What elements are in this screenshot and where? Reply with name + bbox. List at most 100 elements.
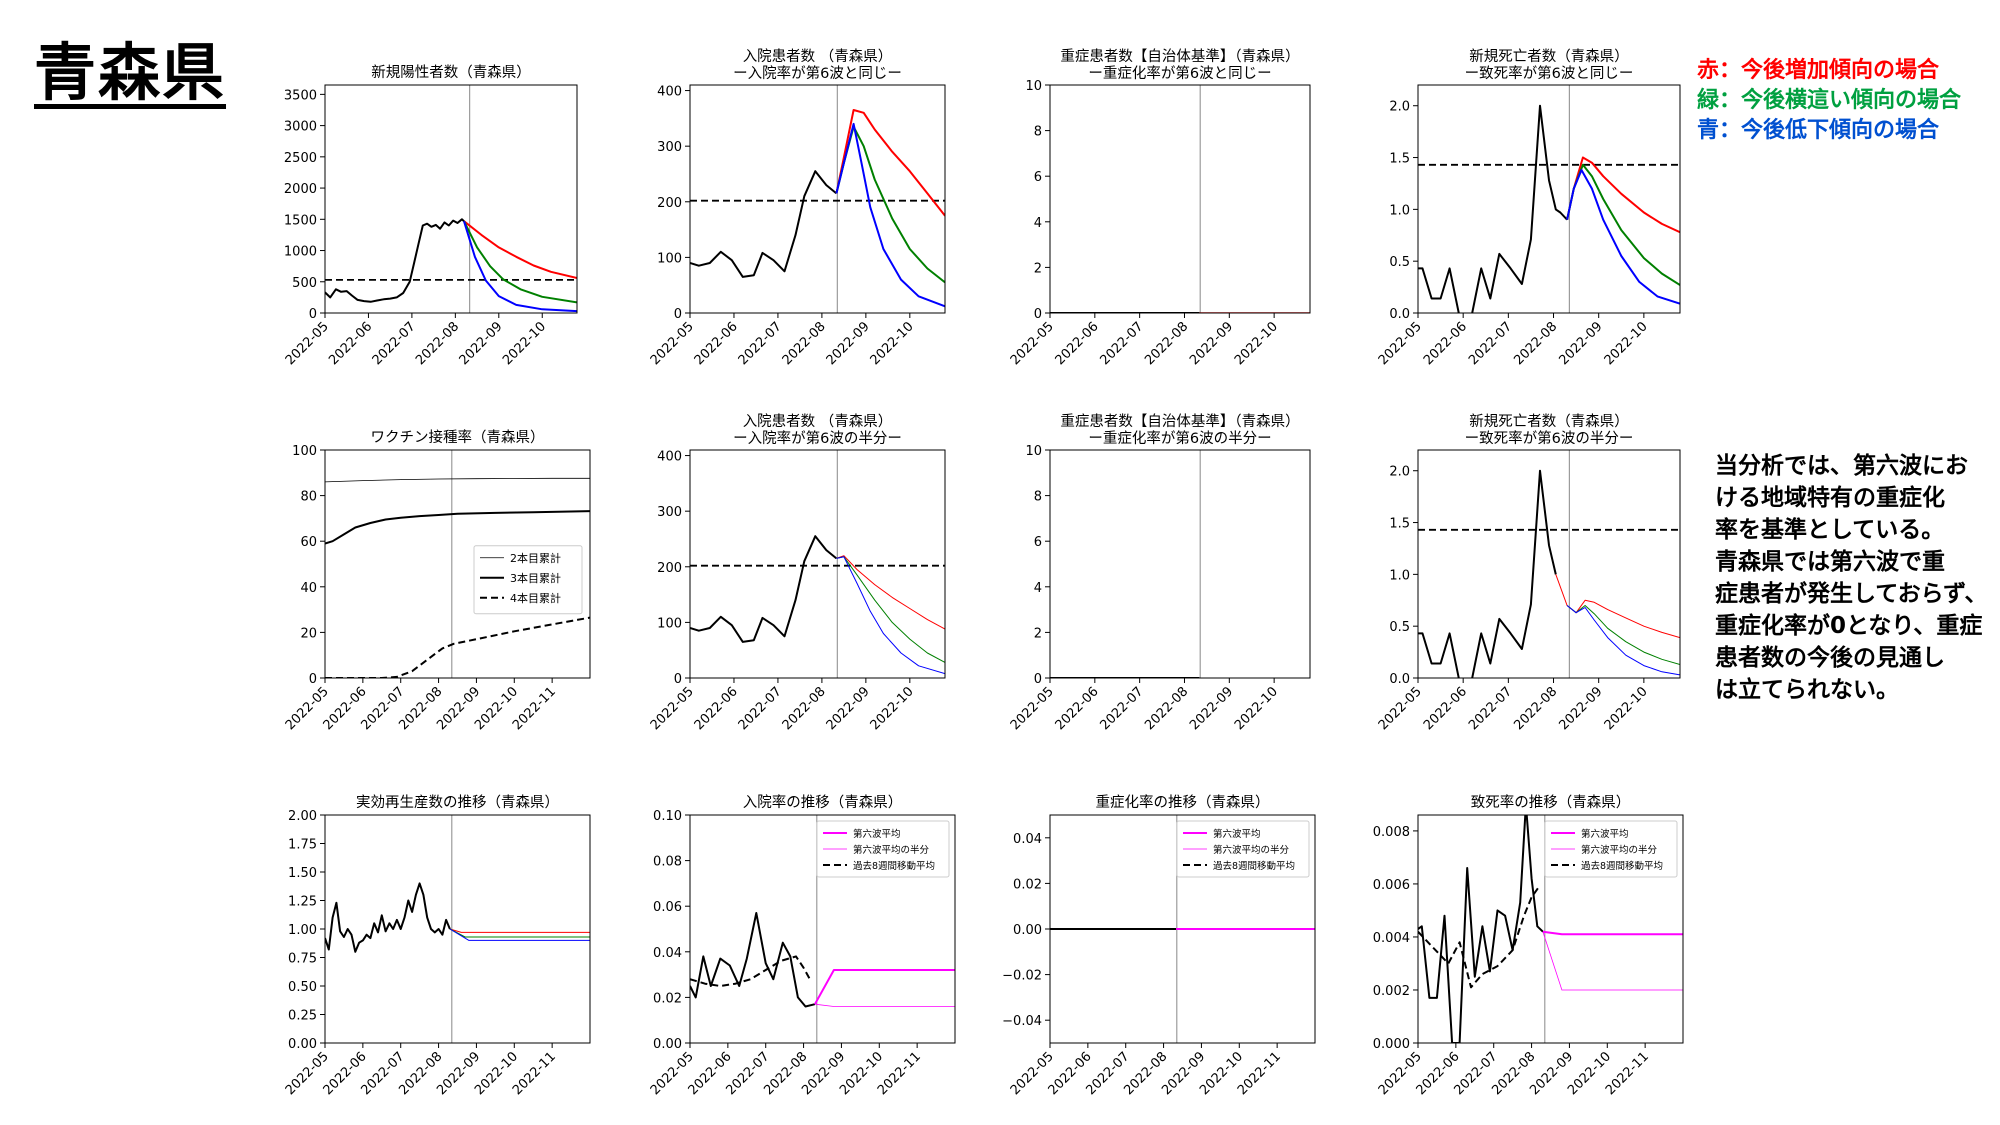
chart-subtitle: ー入院率が第6波と同じー xyxy=(733,64,902,82)
chart-subtitle: ー重症化率が第6波の半分ー xyxy=(1088,429,1271,447)
y-tick-label: 300 xyxy=(657,140,682,155)
chart-panel: 新規陽性者数（青森県） 0 500 1000 1500 2000 2500 3000 3500 2… xyxy=(283,64,578,368)
chart-title: 重症化率の推移（青森県） xyxy=(1096,794,1270,811)
chart-title: 新規死亡者数（青森県） xyxy=(1469,413,1629,430)
chart-panel: 重症患者数【自治体基準】（青森県）ー重症化率が第6波と同じー 0 2 4 6 8 10 202… xyxy=(1008,48,1311,368)
series-line xyxy=(449,928,590,941)
y-tick-label: 0.002 xyxy=(1373,984,1410,999)
y-tick-label: 1.0 xyxy=(1389,203,1410,218)
x-tick-label: 2022-07 xyxy=(1097,319,1146,368)
y-tick-label: 400 xyxy=(657,85,682,100)
series-line xyxy=(690,535,838,643)
y-tick-label: 2.0 xyxy=(1389,465,1410,480)
series-line xyxy=(690,170,838,278)
analysis-note-line: ける地域特有の重症化 xyxy=(1715,485,1945,511)
analysis-note: 当分析では、第六波にお ける地域特有の重症化 率を基準としている。 青森県では第… xyxy=(1715,450,1995,706)
chart-title: 入院患者数 （青森県） xyxy=(743,413,893,430)
series-line xyxy=(463,220,577,304)
chart-panel: 新規死亡者数（青森県）ー致死率が第6波と同じー 0.0 0.5 1.0 1.5 2.0 20… xyxy=(1376,48,1681,368)
legend-label: 第六波平均の半分 xyxy=(853,844,930,856)
x-tick-label: 2022-09 xyxy=(824,319,873,368)
legend-label: 過去8週間移動平均 xyxy=(853,860,935,872)
y-tick-label: 1.5 xyxy=(1389,517,1410,532)
series-line xyxy=(463,220,577,313)
legend-label: 3本目累計 xyxy=(510,571,561,585)
y-tick-label: 0.06 xyxy=(653,900,682,915)
y-tick-label: 0 xyxy=(1034,307,1042,322)
x-tick-label: 2022-05 xyxy=(1376,684,1425,733)
y-tick-label: −0.04 xyxy=(1002,1014,1042,1029)
x-tick-label: 2022-09 xyxy=(457,319,506,368)
chart-panel: 致死率の推移（青森県）0.0000.0020.0040.0060.0082022… xyxy=(1373,794,1684,1098)
series-line xyxy=(1542,930,1683,936)
x-tick-label: 2022-06 xyxy=(692,684,741,733)
x-tick-label: 2022-06 xyxy=(1421,684,1470,733)
y-tick-label: 0.006 xyxy=(1373,878,1410,893)
x-tick-label: 2022-09 xyxy=(824,684,873,733)
y-tick-label: 1000 xyxy=(284,245,317,260)
plot-area xyxy=(1418,85,1680,313)
y-tick-label: 500 xyxy=(292,276,317,291)
y-tick-label: 6 xyxy=(1034,535,1042,550)
chart-title: 重症患者数【自治体基準】（青森県） xyxy=(1060,48,1299,65)
x-tick-label: 2022-10 xyxy=(868,319,917,368)
x-tick-label: 2022-05 xyxy=(648,684,697,733)
chart-panel: 入院患者数 （青森県）ー入院率が第6波と同じー 0 100 200 300 400 2022… xyxy=(648,48,946,368)
axes-frame xyxy=(324,449,591,679)
x-tick-label: 2022-07 xyxy=(1097,684,1146,733)
legend-label: 第六波平均 xyxy=(1581,828,1629,840)
x-tick-label: 2022-08 xyxy=(1142,684,1191,733)
analysis-note-line: は立てられない。 xyxy=(1715,677,1899,703)
y-tick-label: 0.00 xyxy=(1013,923,1042,938)
y-tick-label: 10 xyxy=(1025,79,1042,94)
y-tick-label: 1.50 xyxy=(288,866,317,881)
series-line xyxy=(1418,469,1557,678)
y-tick-label: 8 xyxy=(1034,490,1042,505)
x-tick-label: 2022-08 xyxy=(1142,319,1191,368)
y-tick-label: 0 xyxy=(1034,672,1042,687)
legend-box xyxy=(1176,820,1310,878)
chart-title: 入院患者数 （青森県） xyxy=(743,48,893,65)
x-tick-label: 2022-08 xyxy=(1511,319,1560,368)
y-tick-label: 1.25 xyxy=(288,895,317,910)
series-line xyxy=(325,477,590,483)
chart-panel: 重症化率の推移（青森県）−0.04−0.020.000.020.042022-0… xyxy=(1002,794,1316,1098)
analysis-note-line: 率を基準としている。 xyxy=(1715,517,1945,543)
y-tick-label: 0.02 xyxy=(653,991,682,1006)
y-tick-label: 0 xyxy=(674,307,682,322)
scenario-legend-green: 緑：今後横這い傾向の場合 xyxy=(1697,88,1962,113)
y-tick-label: 0.0 xyxy=(1389,307,1410,322)
x-tick-label: 2022-06 xyxy=(1421,319,1470,368)
y-tick-label: 0.00 xyxy=(653,1037,682,1052)
chart-title: 新規死亡者数（青森県） xyxy=(1469,48,1629,65)
axes-frame xyxy=(1049,449,1311,679)
axes-frame xyxy=(324,814,591,1044)
chart-subtitle: ー致死率が第6波の半分ー xyxy=(1465,429,1634,447)
x-tick-label: 2022-10 xyxy=(1232,684,1281,733)
plot-area xyxy=(1050,450,1310,678)
y-tick-label: 400 xyxy=(657,450,682,465)
axes-frame xyxy=(689,84,946,314)
y-tick-label: 0.50 xyxy=(288,980,317,995)
legend-box xyxy=(1544,820,1678,878)
legend-box xyxy=(473,545,583,615)
axes-frame xyxy=(689,449,946,679)
y-tick-label: 0 xyxy=(309,307,317,322)
chart-panel: 重症患者数【自治体基準】（青森県）ー重症化率が第6波の半分ー 0 2 4 6 8 10 202… xyxy=(1008,413,1311,733)
y-tick-label: 0.04 xyxy=(653,946,682,961)
x-tick-label: 2022-09 xyxy=(1187,319,1236,368)
series-line xyxy=(325,510,590,545)
y-tick-label: 0.000 xyxy=(1373,1037,1410,1052)
x-tick-label: 2022-07 xyxy=(1466,684,1515,733)
chart-title: 致死率の推移（青森県） xyxy=(1471,794,1631,811)
series-line xyxy=(325,218,465,303)
legend-label: 第六波平均 xyxy=(1213,828,1261,840)
chart-title: 実効再生産数の推移（青森県） xyxy=(356,794,559,811)
series-line xyxy=(1555,574,1680,639)
legend-label: 第六波平均の半分 xyxy=(1581,844,1658,856)
x-tick-label: 2022-09 xyxy=(1556,319,1605,368)
x-tick-label: 2022-05 xyxy=(1008,684,1057,733)
y-tick-label: 2000 xyxy=(284,182,317,197)
y-tick-label: 6 xyxy=(1034,170,1042,185)
series-line xyxy=(1418,104,1568,313)
